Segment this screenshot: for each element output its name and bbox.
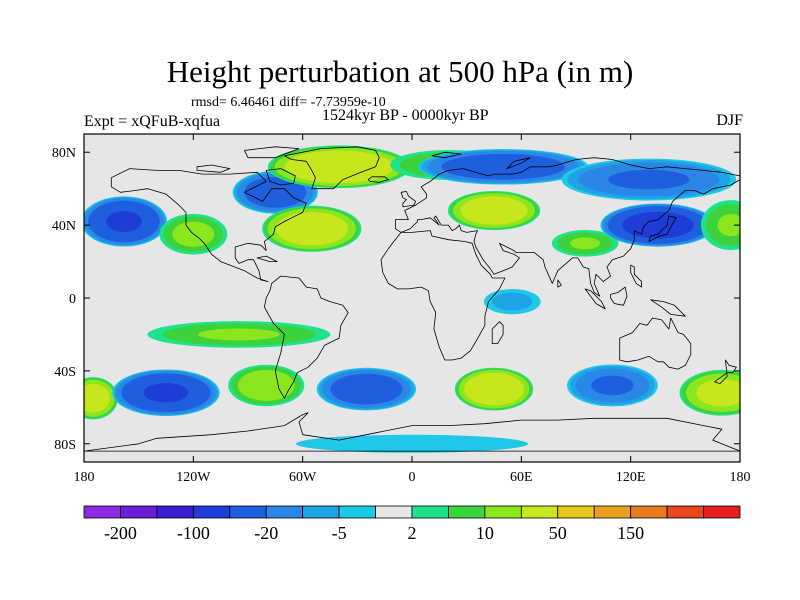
colorbar-box-5 [265, 505, 304, 519]
experiment-label: Expt = xQFuB-xqfua [84, 113, 221, 130]
colorbar-box-11 [484, 505, 522, 519]
coastline-sri-lanka [557, 279, 562, 288]
x-tick-label: 60E [510, 470, 533, 485]
x-tick-label: 60W [289, 470, 317, 485]
colorbar-box-9 [411, 505, 449, 519]
x-tick-label: 120W [176, 470, 211, 485]
colorbar-label: -20 [254, 523, 278, 543]
coastline-svalbard [431, 151, 462, 159]
anomaly-9 [551, 230, 619, 257]
colorbar-box-16 [666, 505, 704, 519]
colorbar-box-14 [593, 505, 632, 519]
y-tick-label: 80S [54, 438, 76, 453]
page-title: Height perturbation at 500 hPa (in m) [166, 54, 634, 89]
colorbar-label: -200 [104, 523, 137, 543]
coastline-new-guinea [650, 299, 686, 317]
coastline-cuba [256, 255, 278, 262]
x-tick-label: 180 [730, 470, 751, 485]
coastline-borneo [610, 286, 628, 306]
x-tick-label: 120E [616, 470, 646, 485]
anomaly-18 [454, 367, 534, 411]
anomaly-6 [417, 149, 589, 185]
coastline-greenland [284, 146, 380, 190]
coastline-madagascar [491, 321, 504, 344]
colorbar-box-15 [630, 505, 668, 519]
anomaly-12 [483, 289, 541, 315]
colorbar-box-12 [520, 505, 559, 519]
coastline-baffin-island [265, 168, 296, 186]
colorbar-label: 150 [617, 523, 644, 543]
colorbar-box-17 [703, 505, 741, 519]
colorbar-label: 2 [408, 523, 417, 543]
anomaly-14 [84, 376, 118, 420]
season-label: DJF [716, 112, 743, 129]
period-label: 1524kyr BP - 0000kyr BP [322, 107, 489, 124]
anomaly-8 [447, 190, 541, 231]
anomaly-20 [679, 369, 740, 416]
coastline-japan [648, 215, 677, 242]
colorbar-label: -5 [332, 523, 347, 543]
anomaly-4 [267, 145, 411, 189]
anomaly-19 [567, 364, 658, 407]
colorbar-box-10 [448, 505, 486, 519]
coastline-new-zealand [714, 359, 737, 384]
colorbar-labels: -200 -100 -20 -5 2 10 50 150 [104, 523, 644, 543]
y-tick-label: 80N [52, 146, 76, 161]
coastline-philippines [630, 264, 642, 288]
anomaly-16 [228, 364, 305, 407]
colorbar-box-8 [375, 505, 413, 519]
coastline-australia [619, 317, 692, 370]
colorbar-box-2 [156, 505, 194, 519]
coastline-sumatra [584, 288, 606, 310]
coastline-iceland [367, 176, 389, 183]
anomaly-7 [561, 158, 737, 201]
anomaly-15 [112, 369, 220, 417]
colorbar-box-1 [120, 505, 158, 519]
coastline-ellesmere-island [244, 146, 300, 159]
colorbar-box-7 [338, 505, 376, 519]
coastline-novaya-zemlya [506, 157, 531, 169]
coastline-south-america [264, 275, 349, 399]
colorbar-box-4 [229, 505, 267, 519]
coastline-victoria-island [196, 164, 231, 173]
coastline-antarctica [84, 412, 740, 452]
y-tick-label: 40S [54, 365, 76, 380]
colorbar-label: 10 [476, 523, 494, 543]
coastline-layer [84, 146, 740, 452]
colorbar-label: -100 [177, 523, 210, 543]
anomaly-21 [296, 434, 528, 453]
coastline-great-britain [400, 191, 416, 208]
colorbar-box-6 [302, 505, 340, 519]
y-tick-label: 0 [69, 292, 76, 307]
colorbar-box-3 [192, 505, 231, 519]
anomaly-0 [84, 196, 168, 247]
anomaly-13 [147, 321, 331, 348]
x-tick-label: 180 [74, 470, 95, 485]
axis-ticks: 180 120W 60W 0 60E 120E 180 80N 40N 0 40S 80S [52, 134, 751, 485]
coastline-north-america [110, 168, 307, 282]
anomaly-11 [700, 200, 740, 251]
coastline-eurasia [395, 157, 740, 297]
stats-label: rmsd= 6.46461 diff= -7.73959e-10 [191, 95, 386, 110]
colorbar-box-0 [83, 505, 121, 519]
colorbar-label: 50 [549, 523, 567, 543]
colorbar-boxes [83, 505, 741, 519]
colorbar-box-13 [557, 505, 595, 519]
anomaly-17 [316, 367, 417, 411]
x-tick-label: 0 [409, 470, 416, 485]
coastline-africa [380, 230, 506, 361]
y-tick-label: 40N [52, 219, 76, 234]
